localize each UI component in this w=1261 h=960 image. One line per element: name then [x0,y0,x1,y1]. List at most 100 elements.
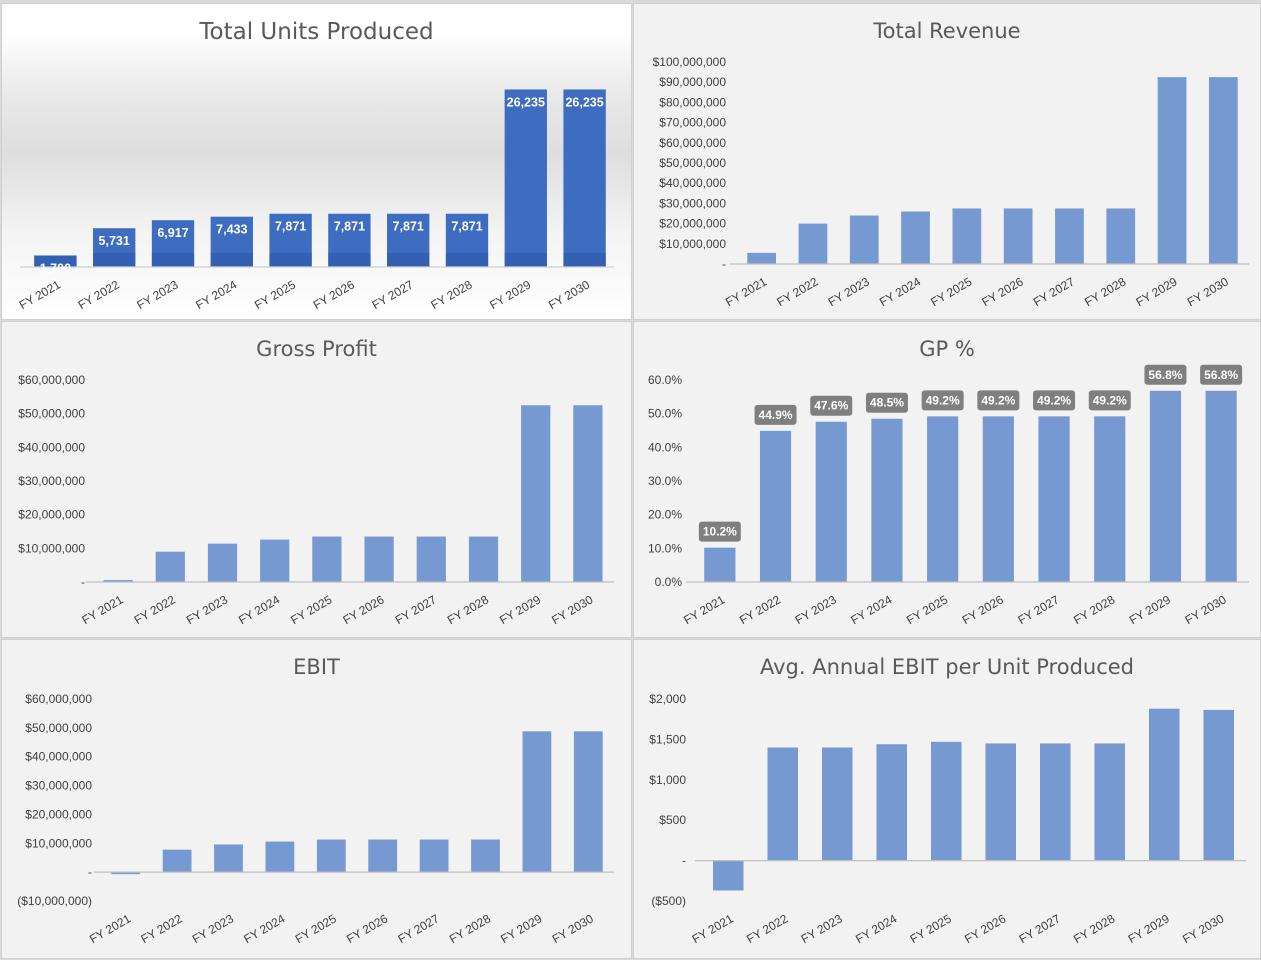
bar [982,416,1014,582]
bar [103,580,133,582]
x-tick-label: FY 2025 [293,911,339,946]
x-tick-label: FY 2021 [79,592,125,627]
y-tick-label: $30,000,000 [25,779,92,793]
x-tick-label: FY 2030 [549,592,595,627]
data-label: 48.5% [870,396,904,410]
y-tick-label: $2,000 [649,692,686,706]
x-tick-label: FY 2023 [190,911,236,946]
bar [111,872,141,875]
bar [265,841,295,873]
bar-shade [151,253,195,267]
y-tick-label: - [88,865,92,879]
y-tick-label: ($10,000,000) [17,894,92,908]
bar [1208,77,1238,265]
chart-svg: FY 2021 FY 2022 FY 2023 FY 2024 FY 2025 FY 20… [17,89,614,312]
x-tick-label: FY 2030 [550,911,596,946]
bar-shade [269,253,312,267]
bar [1148,708,1180,861]
data-label: 26,235 [565,95,603,109]
x-tick-label: FY 2030 [1183,592,1229,627]
data-label-box [1144,364,1187,385]
bar [416,536,446,582]
bar [901,211,930,264]
data-label-box [698,521,741,542]
bar [871,418,903,582]
x-tick-label: FY 2024 [193,277,239,312]
x-tick-label: FY 2028 [447,911,493,946]
y-tick-label: 30.0% [648,474,682,488]
y-tick-label: 10.0% [648,541,682,555]
chart-title: Gross Profit [256,337,377,361]
data-label: 56.8% [1204,368,1238,382]
data-label: 7,871 [334,220,365,234]
y-tick-label: $90,000,000 [659,75,726,89]
y-tick-label: 40.0% [648,440,682,454]
x-tick-label: FY 2030 [1185,274,1231,309]
chart-svg: - $10,000,000 $20,000,000 $30,000,000 $40,00… [18,373,614,627]
bar [927,416,959,582]
bar [1203,709,1235,861]
x-tick-label: FY 2027 [393,592,439,627]
x-tick-label: FY 2029 [487,277,533,312]
bar [930,741,962,861]
data-label: 49.2% [981,393,1015,407]
y-tick-label: $1,500 [649,732,686,746]
bar [316,839,346,873]
y-tick-label: $500 [659,813,686,827]
chart-title: EBIT [293,655,340,679]
y-tick-label: 0.0% [655,575,683,589]
y-tick-label: $100,000,000 [653,55,727,69]
y-tick-label: $40,000,000 [18,440,85,454]
data-label: 7,871 [275,220,306,234]
chart-title: Total Revenue [873,19,1021,43]
x-tick-label: FY 2028 [1071,592,1117,627]
bar-shade [93,253,136,267]
y-tick-label: $1,000 [649,773,686,787]
y-tick-label: 20.0% [648,508,682,522]
y-tick-label: $10,000,000 [18,541,85,555]
x-tick-label: FY 2022 [132,592,178,627]
y-tick-label: $20,000,000 [659,217,726,231]
chart-title: GP % [919,337,975,361]
bar [876,744,908,861]
y-tick-label: $70,000,000 [659,116,726,130]
x-tick-label: FY 2025 [288,592,334,627]
x-tick-label: FY 2021 [723,274,769,309]
x-tick-label: FY 2023 [134,277,180,312]
y-tick-label: 50.0% [648,407,682,421]
bar [1094,743,1126,861]
chart-svg: 0.0% 10.0% 20.0% 30.0% 40.0% 50.0% 60.0% FY 202… [648,364,1249,627]
bar [1094,416,1126,582]
bar [471,839,500,873]
x-tick-label: FY 2024 [236,592,282,627]
bar [1106,208,1136,264]
bar [747,252,777,264]
chart-panel-gp-percent: GP % 0.0% 10.0% 20.0% 30.0% 40.0% 50.0% 60.0% F… [633,321,1261,638]
bar [214,844,243,873]
bar [155,551,185,582]
x-tick-label: FY 2029 [1127,592,1173,627]
x-tick-label: FY 2027 [1015,592,1061,627]
x-tick-label: FY 2024 [877,274,923,309]
x-tick-label: FY 2028 [1071,911,1117,946]
x-tick-label: FY 2022 [774,274,820,309]
x-tick-label: FY 2029 [1126,911,1172,946]
bar [815,421,847,582]
data-label: 56.8% [1148,368,1182,382]
x-tick-label: FY 2022 [737,592,783,627]
x-tick-label: FY 2022 [76,277,122,312]
x-tick-label: FY 2026 [980,274,1026,309]
data-label-box [977,390,1020,411]
data-label: 7,871 [451,220,482,234]
data-label: 5,731 [99,234,130,248]
x-tick-label: FY 2026 [340,592,386,627]
data-label: 7,871 [393,220,424,234]
y-tick-label: $50,000,000 [18,407,85,421]
y-tick-label: $40,000,000 [25,750,92,764]
data-label-box [921,390,964,411]
x-tick-label: FY 2024 [241,911,287,946]
y-tick-label: - [682,854,686,868]
bar [1149,390,1182,582]
data-label-box [865,392,908,413]
